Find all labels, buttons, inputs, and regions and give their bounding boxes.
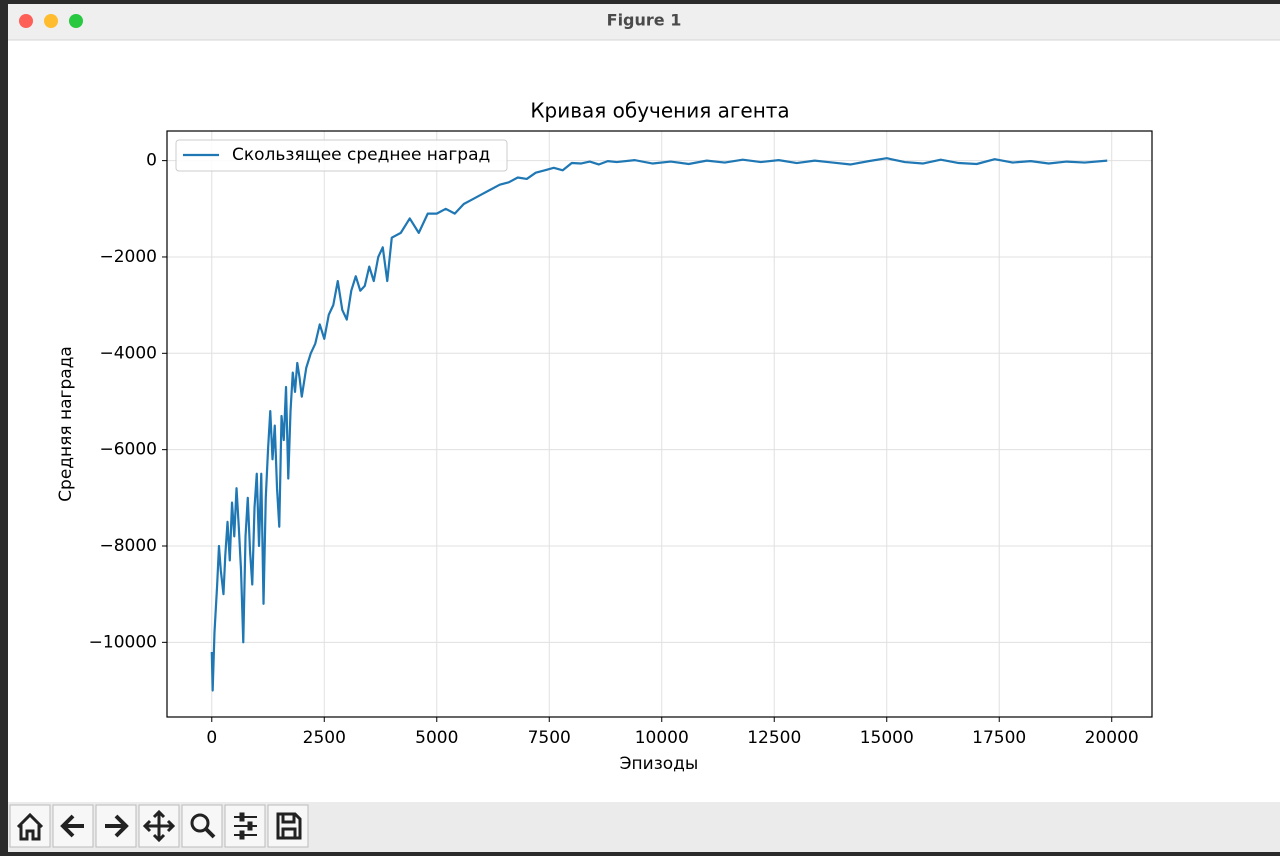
minimize-button[interactable] [44, 14, 58, 28]
configure-knob [247, 821, 253, 831]
title-bar [8, 4, 1280, 40]
toolbar-buttons [9, 804, 309, 848]
home-button[interactable] [9, 804, 51, 848]
pan-icon [142, 809, 176, 843]
save-icon [276, 812, 302, 840]
x-tick-label: 0 [206, 728, 217, 748]
back-icon [60, 814, 84, 838]
configure-knob [239, 812, 245, 822]
chart-title: Кривая обучения агента [530, 99, 789, 123]
x-tick-label: 7500 [528, 728, 571, 748]
forward-icon [105, 814, 129, 838]
zoom-tool-button[interactable] [181, 804, 223, 848]
legend-label: Скользящее среднее наград [232, 145, 490, 165]
data-line [210, 157, 1108, 692]
x-tick-label: 12500 [747, 728, 801, 748]
chart: Кривая обучения агента Эпизоды Средняя н… [56, 99, 1153, 774]
x-tick-label: 15000 [860, 728, 914, 748]
y-axis-label: Средняя награда [56, 346, 76, 502]
configure-icon [234, 816, 257, 836]
x-tick-label: 17500 [972, 728, 1026, 748]
zoom-icon-handle [204, 827, 216, 839]
y-tick-label: −10000 [89, 632, 157, 652]
x-axis-label: Эпизоды [620, 754, 699, 774]
close-button[interactable] [19, 14, 33, 28]
x-tick-label: 2500 [303, 728, 346, 748]
window-title: Figure 1 [607, 11, 682, 30]
home-icon [16, 812, 44, 841]
x-tick-label: 20000 [1085, 728, 1139, 748]
y-tick-label: 0 [146, 151, 157, 171]
zoom-button[interactable] [69, 14, 83, 28]
plot-frame [166, 130, 1153, 718]
legend-box [175, 139, 508, 172]
window-frame [8, 4, 1280, 852]
y-tick-label: −2000 [99, 247, 157, 267]
y-tick-label: −6000 [99, 440, 157, 460]
save-button[interactable] [267, 804, 309, 848]
x-tick-label: 5000 [415, 728, 458, 748]
configure-knob [239, 830, 245, 840]
x-tick-label: 10000 [635, 728, 689, 748]
zoom-icon [190, 813, 210, 833]
y-tick-label: −4000 [99, 343, 157, 363]
legend: Скользящее среднее наград [175, 139, 508, 172]
y-tick-label: −8000 [99, 536, 157, 556]
